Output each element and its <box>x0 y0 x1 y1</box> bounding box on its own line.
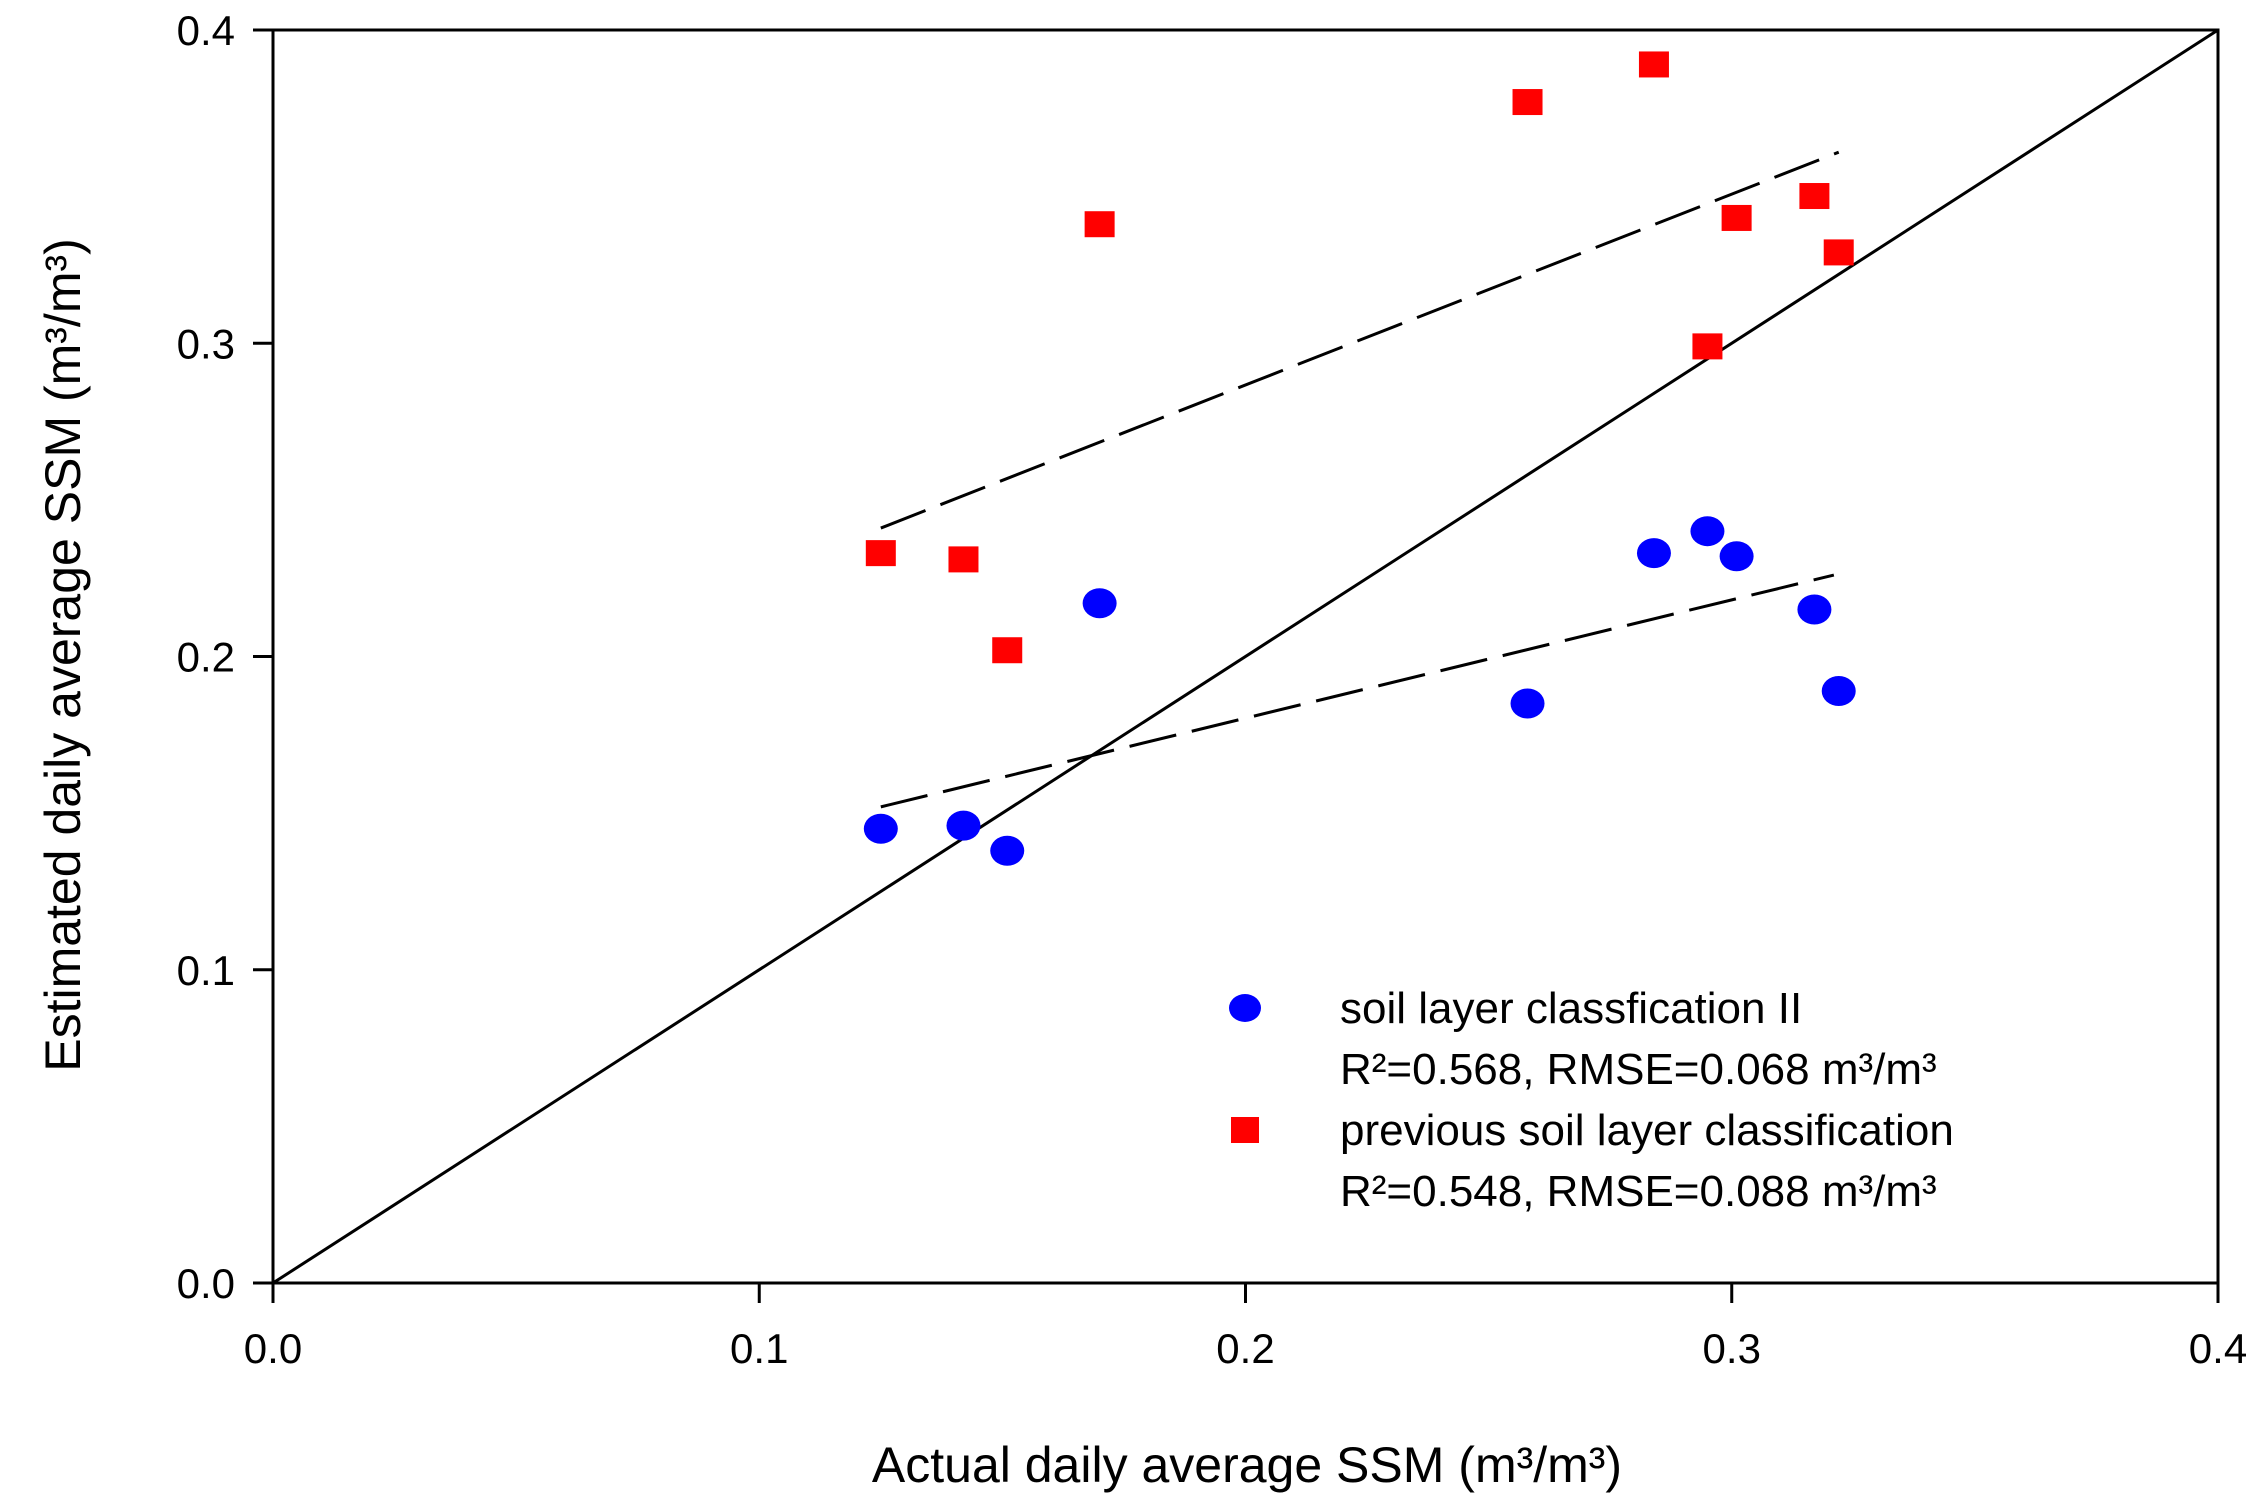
y-tick-label: 0.2 <box>177 634 235 681</box>
point-series-1 <box>1082 588 1117 619</box>
axis-ticks: 0.0 0.1 0.2 0.3 0.4 0.0 0.1 0.2 0.3 0.4 <box>177 7 2248 1372</box>
legend-stats-series-1: R²=0.568, RMSE=0.068 m³/m³ <box>1340 1045 1937 1094</box>
point-series-2 <box>992 637 1023 664</box>
legend-marker-series-1 <box>1229 994 1261 1022</box>
y-axis-label: Estimated daily average SSM (m³/m³) <box>35 238 91 1072</box>
reference-line-1to1 <box>272 28 2219 1285</box>
y-tick-label: 0.0 <box>177 1260 235 1307</box>
x-tick-label: 0.2 <box>1216 1325 1274 1372</box>
y-tick-label: 0.1 <box>177 947 235 994</box>
y-tick-label: 0.3 <box>177 320 235 367</box>
point-series-1 <box>1690 516 1725 547</box>
point-series-2 <box>1799 183 1830 210</box>
x-tick-label: 0.4 <box>2189 1325 2247 1372</box>
legend-stats-series-2: R²=0.548, RMSE=0.088 m³/m³ <box>1340 1167 1937 1216</box>
point-series-1 <box>1719 541 1754 572</box>
point-series-1 <box>863 813 898 844</box>
point-series-1 <box>990 835 1025 866</box>
point-series-1 <box>946 810 981 841</box>
point-series-2 <box>1512 89 1543 116</box>
point-series-2 <box>1638 51 1669 78</box>
point-series-2 <box>1721 204 1752 231</box>
point-series-2 <box>1823 239 1854 266</box>
point-series-2 <box>948 546 979 573</box>
data-points <box>863 51 1856 866</box>
legend: soil layer classfication II R²=0.568, RMS… <box>1229 984 1954 1216</box>
fit-line-series-2 <box>880 150 1840 530</box>
point-series-1 <box>1797 594 1832 625</box>
x-tick-label: 0.3 <box>1703 1325 1761 1372</box>
point-series-2 <box>1692 333 1723 360</box>
point-series-1 <box>1636 538 1671 569</box>
fit-line-series-1 <box>880 573 1835 809</box>
point-series-2 <box>865 540 896 567</box>
legend-label-series-2: previous soil layer classification <box>1340 1106 1954 1155</box>
legend-marker-series-2 <box>1231 1117 1259 1143</box>
legend-label-series-1: soil layer classfication II <box>1340 984 1802 1033</box>
x-tick-label: 0.0 <box>244 1325 302 1372</box>
y-tick-label: 0.4 <box>177 7 235 54</box>
point-series-1 <box>1821 675 1856 706</box>
point-series-2 <box>1084 211 1115 238</box>
chart-lines <box>272 28 2219 1285</box>
x-axis-label: Actual daily average SSM (m³/m³) <box>872 1437 1622 1493</box>
point-series-1 <box>1510 688 1545 719</box>
x-tick-label: 0.1 <box>730 1325 788 1372</box>
